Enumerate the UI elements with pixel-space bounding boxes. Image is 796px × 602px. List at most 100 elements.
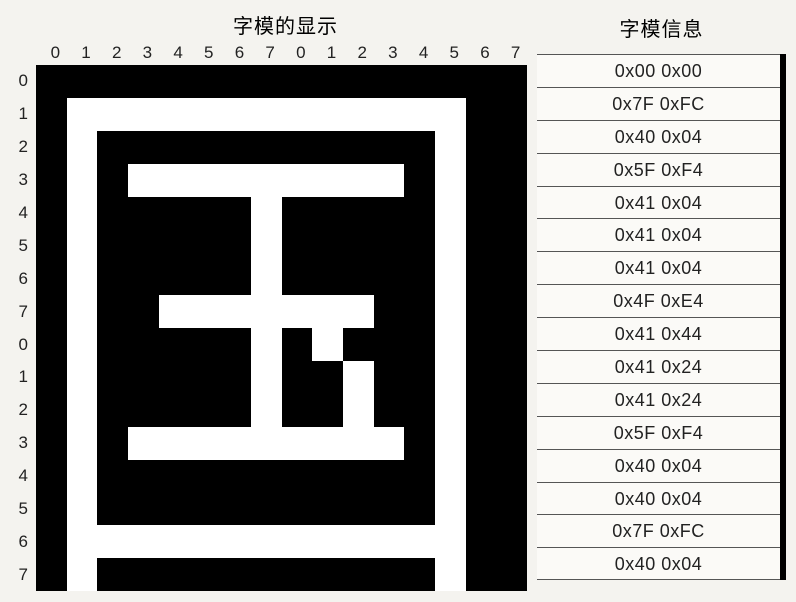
pixel <box>282 164 313 197</box>
pixel <box>128 164 159 197</box>
pixel <box>97 525 128 558</box>
grid-wrap: 0123456701234567 <box>10 65 531 592</box>
pixel <box>36 328 67 361</box>
info-title: 字模信息 <box>537 13 786 42</box>
column-label: 5 <box>193 43 224 63</box>
pixel <box>312 98 343 131</box>
pixel <box>435 361 466 394</box>
pixel <box>343 493 374 526</box>
pixel <box>189 525 220 558</box>
pixel <box>251 65 282 98</box>
pixel <box>404 328 435 361</box>
pixel <box>282 229 313 262</box>
pixel <box>374 197 405 230</box>
pixel <box>220 229 251 262</box>
pixel <box>220 361 251 394</box>
pixel <box>496 197 527 230</box>
pixel <box>159 460 190 493</box>
pixel <box>36 131 67 164</box>
pixel <box>374 131 405 164</box>
bitmap-grid <box>36 65 527 592</box>
pixel <box>220 460 251 493</box>
pixel <box>189 427 220 460</box>
pixel <box>496 558 527 591</box>
pixel <box>159 525 190 558</box>
column-label: 3 <box>378 43 409 63</box>
pixel <box>159 427 190 460</box>
pixel <box>128 493 159 526</box>
pixel <box>435 525 466 558</box>
pixel <box>435 164 466 197</box>
pixel <box>496 295 527 328</box>
pixel <box>36 197 67 230</box>
pixel <box>404 65 435 98</box>
info-row: 0x7F 0xFC <box>537 87 780 120</box>
info-row: 0x41 0x04 <box>537 218 780 251</box>
pixel <box>282 131 313 164</box>
pixel <box>343 525 374 558</box>
pixel <box>128 558 159 591</box>
pixel <box>189 65 220 98</box>
pixel <box>36 427 67 460</box>
column-label: 6 <box>224 43 255 63</box>
bitmap-panel: 字模的显示 0123456701234567 0123456701234567 <box>10 10 531 592</box>
row-labels: 0123456701234567 <box>10 65 28 592</box>
pixel <box>404 525 435 558</box>
pixel <box>159 295 190 328</box>
pixel <box>67 427 98 460</box>
pixel <box>404 164 435 197</box>
row-label: 5 <box>10 230 28 263</box>
pixel <box>404 197 435 230</box>
pixel <box>496 328 527 361</box>
pixel <box>36 164 67 197</box>
pixel <box>374 262 405 295</box>
pixel <box>312 164 343 197</box>
pixel <box>343 427 374 460</box>
pixel <box>496 98 527 131</box>
column-label: 2 <box>101 43 132 63</box>
pixel <box>343 65 374 98</box>
pixel <box>343 558 374 591</box>
pixel <box>36 493 67 526</box>
pixel <box>435 295 466 328</box>
column-label: 1 <box>71 43 102 63</box>
column-label: 2 <box>347 43 378 63</box>
column-label: 1 <box>316 43 347 63</box>
row-label: 0 <box>10 329 28 362</box>
pixel <box>282 262 313 295</box>
row-label: 4 <box>10 460 28 493</box>
pixel <box>343 460 374 493</box>
column-label: 5 <box>439 43 470 63</box>
bitmap-title: 字模的显示 <box>40 10 531 39</box>
pixel <box>67 229 98 262</box>
row-label: 1 <box>10 98 28 131</box>
pixel <box>404 394 435 427</box>
pixel <box>36 525 67 558</box>
pixel <box>374 361 405 394</box>
pixel <box>251 427 282 460</box>
pixel <box>282 295 313 328</box>
pixel <box>67 328 98 361</box>
row-label: 1 <box>10 361 28 394</box>
pixel <box>435 427 466 460</box>
pixel <box>496 131 527 164</box>
info-row: 0x40 0x04 <box>537 482 780 515</box>
pixel <box>282 361 313 394</box>
pixel <box>128 295 159 328</box>
pixel <box>343 295 374 328</box>
pixel <box>97 98 128 131</box>
pixel <box>282 493 313 526</box>
pixel <box>466 427 497 460</box>
row-label: 6 <box>10 526 28 559</box>
pixel <box>404 460 435 493</box>
pixel <box>189 262 220 295</box>
pixel <box>374 525 405 558</box>
row-label: 7 <box>10 559 28 592</box>
pixel <box>159 361 190 394</box>
pixel <box>159 229 190 262</box>
pixel <box>312 427 343 460</box>
pixel <box>36 460 67 493</box>
column-label: 0 <box>286 43 317 63</box>
pixel <box>251 98 282 131</box>
pixel <box>374 460 405 493</box>
